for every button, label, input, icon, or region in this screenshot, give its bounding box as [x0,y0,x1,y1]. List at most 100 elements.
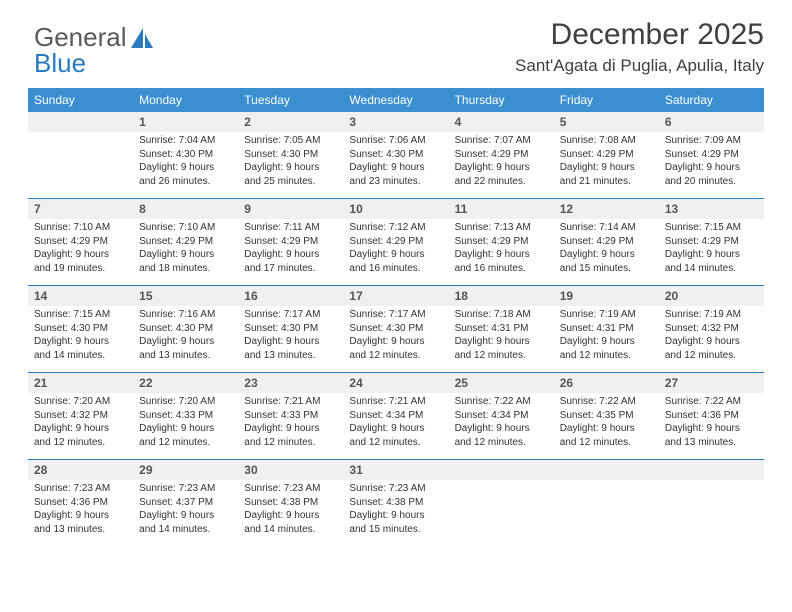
sunset-text: Sunset: 4:31 PM [455,322,548,336]
day-header-tue: Tuesday [238,88,343,112]
day-number: 24 [343,373,448,393]
daylight-text-1: Daylight: 9 hours [244,248,337,262]
sunrise-text: Sunrise: 7:19 AM [560,308,653,322]
day-cell: 27Sunrise: 7:22 AMSunset: 4:36 PMDayligh… [659,373,764,459]
day-cell: 30Sunrise: 7:23 AMSunset: 4:38 PMDayligh… [238,460,343,546]
daylight-text-2: and 13 minutes. [139,349,232,363]
sunrise-text: Sunrise: 7:20 AM [34,395,127,409]
sunrise-text: Sunrise: 7:08 AM [560,134,653,148]
location-subtitle: Sant'Agata di Puglia, Apulia, Italy [515,56,764,76]
sunrise-text: Sunrise: 7:14 AM [560,221,653,235]
daylight-text-1: Daylight: 9 hours [244,335,337,349]
daylight-text-1: Daylight: 9 hours [560,248,653,262]
daylight-text-1: Daylight: 9 hours [349,509,442,523]
sunset-text: Sunset: 4:32 PM [34,409,127,423]
sunrise-text: Sunrise: 7:07 AM [455,134,548,148]
sunrise-text: Sunrise: 7:23 AM [34,482,127,496]
daylight-text-1: Daylight: 9 hours [455,335,548,349]
day-number: 8 [133,199,238,219]
day-cell: 21Sunrise: 7:20 AMSunset: 4:32 PMDayligh… [28,373,133,459]
day-cell: 20Sunrise: 7:19 AMSunset: 4:32 PMDayligh… [659,286,764,372]
day-body [659,480,764,486]
sunset-text: Sunset: 4:29 PM [665,235,758,249]
daylight-text-1: Daylight: 9 hours [665,335,758,349]
sunset-text: Sunset: 4:38 PM [244,496,337,510]
day-body: Sunrise: 7:15 AMSunset: 4:29 PMDaylight:… [659,219,764,279]
sunset-text: Sunset: 4:29 PM [560,235,653,249]
daylight-text-2: and 12 minutes. [139,436,232,450]
day-body [28,132,133,138]
sunset-text: Sunset: 4:29 PM [455,235,548,249]
day-header-sat: Saturday [659,88,764,112]
daylight-text-2: and 14 minutes. [139,523,232,537]
daylight-text-2: and 12 minutes. [560,436,653,450]
day-cell: 23Sunrise: 7:21 AMSunset: 4:33 PMDayligh… [238,373,343,459]
day-body: Sunrise: 7:23 AMSunset: 4:38 PMDaylight:… [238,480,343,540]
day-number: 12 [554,199,659,219]
daylight-text-1: Daylight: 9 hours [244,509,337,523]
daylight-text-1: Daylight: 9 hours [34,248,127,262]
sunrise-text: Sunrise: 7:22 AM [455,395,548,409]
day-cell: 6Sunrise: 7:09 AMSunset: 4:29 PMDaylight… [659,112,764,198]
day-number: 3 [343,112,448,132]
sunset-text: Sunset: 4:33 PM [244,409,337,423]
daylight-text-1: Daylight: 9 hours [34,422,127,436]
day-number [554,460,659,480]
sunset-text: Sunset: 4:32 PM [665,322,758,336]
day-cell: 26Sunrise: 7:22 AMSunset: 4:35 PMDayligh… [554,373,659,459]
day-cell: 18Sunrise: 7:18 AMSunset: 4:31 PMDayligh… [449,286,554,372]
sunset-text: Sunset: 4:36 PM [665,409,758,423]
day-header-mon: Monday [133,88,238,112]
day-cell: 25Sunrise: 7:22 AMSunset: 4:34 PMDayligh… [449,373,554,459]
day-number: 20 [659,286,764,306]
day-cell: 7Sunrise: 7:10 AMSunset: 4:29 PMDaylight… [28,199,133,285]
daylight-text-1: Daylight: 9 hours [34,509,127,523]
day-body: Sunrise: 7:18 AMSunset: 4:31 PMDaylight:… [449,306,554,366]
day-number: 7 [28,199,133,219]
day-cell: 5Sunrise: 7:08 AMSunset: 4:29 PMDaylight… [554,112,659,198]
day-number: 17 [343,286,448,306]
sunset-text: Sunset: 4:30 PM [244,322,337,336]
day-body: Sunrise: 7:19 AMSunset: 4:31 PMDaylight:… [554,306,659,366]
daylight-text-2: and 16 minutes. [349,262,442,276]
daylight-text-2: and 26 minutes. [139,175,232,189]
day-body [449,480,554,486]
day-number: 30 [238,460,343,480]
sunrise-text: Sunrise: 7:10 AM [34,221,127,235]
sunrise-text: Sunrise: 7:11 AM [244,221,337,235]
daylight-text-2: and 12 minutes. [560,349,653,363]
day-cell: 10Sunrise: 7:12 AMSunset: 4:29 PMDayligh… [343,199,448,285]
day-body: Sunrise: 7:12 AMSunset: 4:29 PMDaylight:… [343,219,448,279]
sunset-text: Sunset: 4:29 PM [244,235,337,249]
sunset-text: Sunset: 4:30 PM [349,322,442,336]
day-cell: 17Sunrise: 7:17 AMSunset: 4:30 PMDayligh… [343,286,448,372]
daylight-text-1: Daylight: 9 hours [455,248,548,262]
daylight-text-1: Daylight: 9 hours [560,422,653,436]
day-number: 23 [238,373,343,393]
daylight-text-1: Daylight: 9 hours [244,161,337,175]
day-cell: 11Sunrise: 7:13 AMSunset: 4:29 PMDayligh… [449,199,554,285]
daylight-text-2: and 13 minutes. [34,523,127,537]
day-number [28,112,133,132]
day-header-row: Sunday Monday Tuesday Wednesday Thursday… [28,88,764,112]
daylight-text-2: and 12 minutes. [455,436,548,450]
day-cell: 31Sunrise: 7:23 AMSunset: 4:38 PMDayligh… [343,460,448,546]
daylight-text-2: and 14 minutes. [34,349,127,363]
sunrise-text: Sunrise: 7:23 AM [349,482,442,496]
sunrise-text: Sunrise: 7:21 AM [244,395,337,409]
daylight-text-2: and 12 minutes. [34,436,127,450]
daylight-text-1: Daylight: 9 hours [665,422,758,436]
sunrise-text: Sunrise: 7:21 AM [349,395,442,409]
daylight-text-2: and 15 minutes. [349,523,442,537]
daylight-text-1: Daylight: 9 hours [455,161,548,175]
day-header-sun: Sunday [28,88,133,112]
daylight-text-1: Daylight: 9 hours [349,248,442,262]
day-cell [449,460,554,546]
day-body: Sunrise: 7:21 AMSunset: 4:34 PMDaylight:… [343,393,448,453]
daylight-text-2: and 13 minutes. [244,349,337,363]
sunset-text: Sunset: 4:29 PM [560,148,653,162]
day-number: 15 [133,286,238,306]
day-number: 1 [133,112,238,132]
day-number: 27 [659,373,764,393]
logo-sail-icon [131,28,153,48]
